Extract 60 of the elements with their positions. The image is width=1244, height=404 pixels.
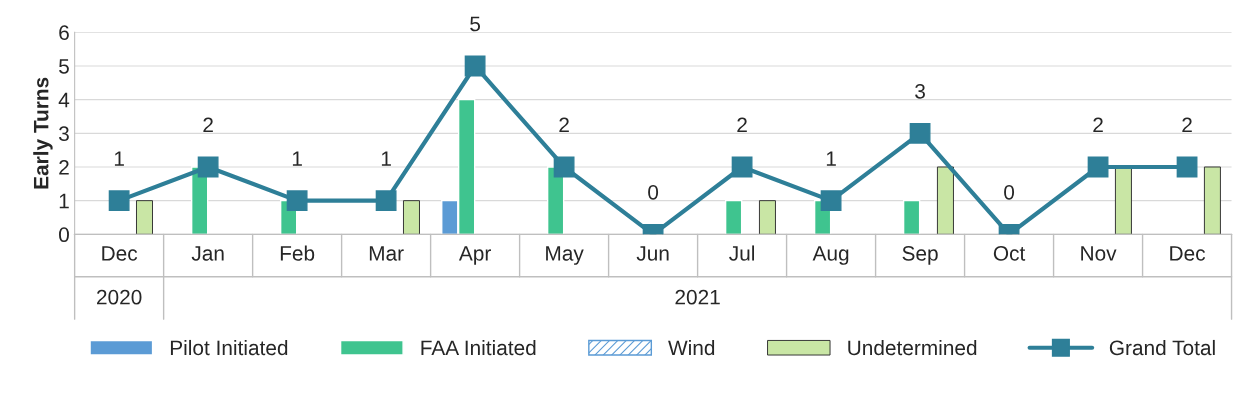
point bbox=[909, 122, 931, 144]
bar bbox=[402, 200, 420, 235]
point bbox=[197, 156, 219, 178]
legend-label: FAA Initiated bbox=[421, 339, 536, 356]
point bbox=[1087, 156, 1109, 178]
y-tick-label: 3 bbox=[58, 126, 69, 142]
x-tick-label: Dec bbox=[102, 246, 138, 261]
x-tick-label: Dec bbox=[1170, 246, 1206, 261]
y-tick-label: 4 bbox=[58, 92, 70, 108]
y-axis-title: Early Turns bbox=[33, 77, 53, 189]
x-tick-label: Mar bbox=[369, 246, 404, 261]
data-label: 5 bbox=[470, 16, 481, 32]
legend-label: Pilot Initiated bbox=[170, 339, 288, 356]
data-label: 2 bbox=[203, 117, 213, 133]
x-tick-label: Sep bbox=[902, 245, 938, 265]
point bbox=[731, 156, 753, 178]
text: 2020 bbox=[97, 289, 142, 305]
point bbox=[286, 190, 308, 212]
legend-label: Grand Total bbox=[1109, 339, 1215, 356]
y-tick-label: 6 bbox=[59, 25, 69, 41]
data-label: 2 bbox=[1182, 117, 1192, 133]
x-tick-label: Jan bbox=[191, 246, 224, 261]
y-tick-label: 0 bbox=[59, 227, 69, 243]
data-label: 0 bbox=[648, 184, 659, 200]
x-tick-label: May bbox=[546, 246, 584, 265]
x-tick-label: Jun bbox=[636, 246, 669, 261]
bar bbox=[1203, 166, 1221, 235]
data-label: 2 bbox=[1093, 117, 1103, 133]
data-label: 2 bbox=[559, 117, 569, 133]
y-tick-label: 1 bbox=[59, 193, 69, 209]
y-tick-label: 2 bbox=[59, 159, 69, 175]
bar bbox=[758, 200, 776, 235]
data-label: 3 bbox=[915, 83, 925, 99]
text: 2021 bbox=[675, 289, 720, 305]
bar bbox=[902, 199, 921, 235]
point bbox=[464, 55, 486, 77]
point bbox=[553, 156, 575, 178]
x-tick-label: Jul bbox=[729, 245, 755, 261]
x-tick-label: Feb bbox=[280, 245, 315, 261]
x-tick-label: Nov bbox=[1081, 246, 1117, 261]
point bbox=[820, 190, 842, 212]
point bbox=[375, 190, 397, 212]
y-tick-label: 5 bbox=[59, 59, 69, 74]
x-tick-label: Apr bbox=[458, 246, 491, 265]
x-tick-label: Aug bbox=[812, 246, 849, 265]
data-label: 1 bbox=[292, 151, 302, 166]
legend-label: Wind bbox=[668, 339, 715, 356]
bar bbox=[136, 200, 153, 235]
bar bbox=[724, 199, 743, 235]
bar bbox=[1114, 166, 1132, 235]
point bbox=[1176, 156, 1198, 178]
bar bbox=[936, 166, 954, 235]
data-label: 0 bbox=[1004, 184, 1015, 200]
x-tick-label: Oct bbox=[993, 245, 1026, 261]
data-label: 2 bbox=[737, 117, 747, 133]
legend-label: Undetermined bbox=[848, 339, 977, 356]
data-label: 1 bbox=[114, 151, 124, 166]
data-label: 1 bbox=[381, 151, 391, 166]
data-label: 1 bbox=[826, 151, 836, 166]
point bbox=[108, 190, 130, 212]
